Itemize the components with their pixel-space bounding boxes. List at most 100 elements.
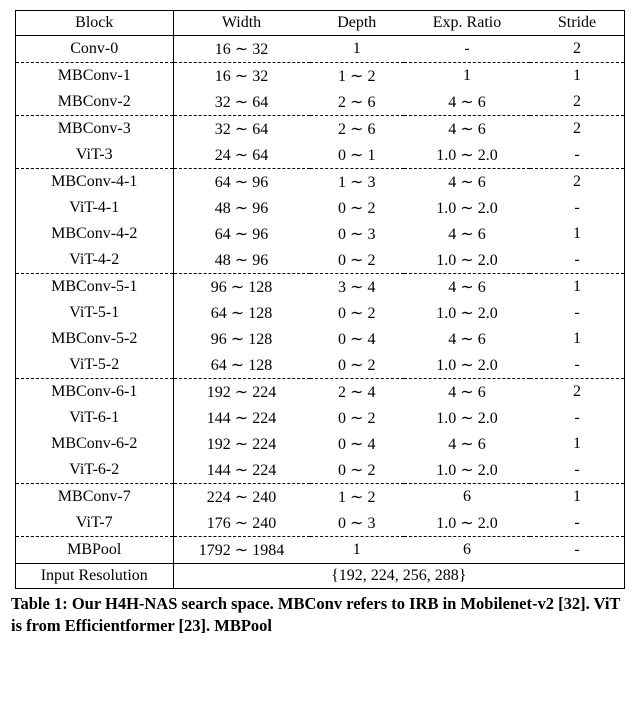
cell-exp: 4 ∼ 6 [404, 169, 530, 196]
cell-stride: 1 [530, 221, 625, 247]
cell-exp: - [404, 36, 530, 63]
cell-stride: 1 [530, 326, 625, 352]
col-header-width: Width [173, 11, 310, 36]
table-row: MBConv-7224 ∼ 2401 ∼ 261 [16, 484, 625, 511]
cell-block: ViT-6-2 [16, 457, 174, 484]
cell-block: ViT-6-1 [16, 405, 174, 431]
cell-exp: 4 ∼ 6 [404, 379, 530, 406]
col-header-block: Block [16, 11, 174, 36]
cell-depth: 0 ∼ 2 [310, 457, 405, 484]
table-row: MBConv-5-196 ∼ 1283 ∼ 44 ∼ 61 [16, 274, 625, 301]
cell-block: MBConv-7 [16, 484, 174, 511]
cell-depth: 0 ∼ 2 [310, 195, 405, 221]
cell-depth: 1 [310, 537, 405, 564]
cell-stride: - [530, 352, 625, 379]
table-row: ViT-324 ∼ 640 ∼ 11.0 ∼ 2.0- [16, 142, 625, 169]
cell-exp: 1.0 ∼ 2.0 [404, 247, 530, 274]
cell-exp: 4 ∼ 6 [404, 274, 530, 301]
cell-depth: 1 ∼ 2 [310, 484, 405, 511]
cell-depth: 0 ∼ 4 [310, 431, 405, 457]
cell-width: 144 ∼ 224 [173, 405, 310, 431]
cell-depth: 1 [310, 36, 405, 63]
col-header-depth: Depth [310, 11, 405, 36]
cell-depth: 1 ∼ 3 [310, 169, 405, 196]
cell-exp: 1.0 ∼ 2.0 [404, 352, 530, 379]
cell-exp: 1.0 ∼ 2.0 [404, 510, 530, 537]
cell-block: ViT-5-2 [16, 352, 174, 379]
cell-block: MBConv-6-1 [16, 379, 174, 406]
cell-depth: 1 ∼ 2 [310, 63, 405, 90]
cell-block: MBConv-4-2 [16, 221, 174, 247]
cell-block: MBConv-6-2 [16, 431, 174, 457]
table-row: MBConv-5-296 ∼ 1280 ∼ 44 ∼ 61 [16, 326, 625, 352]
table-row: MBConv-332 ∼ 642 ∼ 64 ∼ 62 [16, 116, 625, 143]
table-row: MBConv-6-2192 ∼ 2240 ∼ 44 ∼ 61 [16, 431, 625, 457]
table-row: MBConv-4-264 ∼ 960 ∼ 34 ∼ 61 [16, 221, 625, 247]
cell-block: ViT-4-2 [16, 247, 174, 274]
cell-depth: 0 ∼ 2 [310, 247, 405, 274]
cell-width: 48 ∼ 96 [173, 195, 310, 221]
cell-block: MBConv-5-2 [16, 326, 174, 352]
col-header-stride: Stride [530, 11, 625, 36]
cell-width: 96 ∼ 128 [173, 326, 310, 352]
cell-block: MBConv-5-1 [16, 274, 174, 301]
cell-stride: 2 [530, 116, 625, 143]
cell-stride: 2 [530, 36, 625, 63]
cell-width: 64 ∼ 128 [173, 352, 310, 379]
resolution-row: Input Resolution{192, 224, 256, 288} [16, 564, 625, 589]
cell-depth: 2 ∼ 6 [310, 116, 405, 143]
cell-block: MBConv-2 [16, 89, 174, 116]
cell-stride: - [530, 405, 625, 431]
cell-depth: 0 ∼ 4 [310, 326, 405, 352]
cell-stride: - [530, 247, 625, 274]
col-header-exp: Exp. Ratio [404, 11, 530, 36]
cell-width: 176 ∼ 240 [173, 510, 310, 537]
cell-depth: 0 ∼ 2 [310, 300, 405, 326]
cell-stride: - [530, 537, 625, 564]
cell-depth: 0 ∼ 1 [310, 142, 405, 169]
table-row: ViT-4-148 ∼ 960 ∼ 21.0 ∼ 2.0- [16, 195, 625, 221]
cell-width: 32 ∼ 64 [173, 116, 310, 143]
cell-stride: 1 [530, 484, 625, 511]
cell-stride: - [530, 457, 625, 484]
cell-block: MBPool [16, 537, 174, 564]
cell-exp: 4 ∼ 6 [404, 431, 530, 457]
cell-width: 192 ∼ 224 [173, 379, 310, 406]
table-row: ViT-6-1144 ∼ 2240 ∼ 21.0 ∼ 2.0- [16, 405, 625, 431]
table-row: ViT-7176 ∼ 2400 ∼ 31.0 ∼ 2.0- [16, 510, 625, 537]
cell-block: MBConv-3 [16, 116, 174, 143]
cell-width: 24 ∼ 64 [173, 142, 310, 169]
cell-depth: 2 ∼ 6 [310, 89, 405, 116]
cell-exp: 4 ∼ 6 [404, 221, 530, 247]
table-row: MBConv-4-164 ∼ 961 ∼ 34 ∼ 62 [16, 169, 625, 196]
table-row: MBPool1792 ∼ 198416- [16, 537, 625, 564]
table-row: MBConv-232 ∼ 642 ∼ 64 ∼ 62 [16, 89, 625, 116]
cell-block: MBConv-4-1 [16, 169, 174, 196]
cell-block: ViT-4-1 [16, 195, 174, 221]
search-space-table: Block Width Depth Exp. Ratio Stride Conv… [15, 10, 625, 589]
cell-width: 32 ∼ 64 [173, 89, 310, 116]
cell-stride: - [530, 510, 625, 537]
cell-stride: 1 [530, 274, 625, 301]
cell-width: 16 ∼ 32 [173, 63, 310, 90]
cell-width: 1792 ∼ 1984 [173, 537, 310, 564]
table-body: Conv-016 ∼ 321-2MBConv-116 ∼ 321 ∼ 211MB… [16, 36, 625, 589]
cell-stride: - [530, 300, 625, 326]
cell-width: 144 ∼ 224 [173, 457, 310, 484]
cell-block: Conv-0 [16, 36, 174, 63]
cell-stride: 2 [530, 89, 625, 116]
resolution-label: Input Resolution [16, 564, 174, 589]
table-row: ViT-5-264 ∼ 1280 ∼ 21.0 ∼ 2.0- [16, 352, 625, 379]
cell-block: MBConv-1 [16, 63, 174, 90]
cell-stride: 1 [530, 63, 625, 90]
table-row: ViT-4-248 ∼ 960 ∼ 21.0 ∼ 2.0- [16, 247, 625, 274]
cell-exp: 4 ∼ 6 [404, 326, 530, 352]
cell-depth: 0 ∼ 3 [310, 510, 405, 537]
cell-block: ViT-5-1 [16, 300, 174, 326]
cell-width: 224 ∼ 240 [173, 484, 310, 511]
cell-depth: 0 ∼ 3 [310, 221, 405, 247]
table-row: MBConv-6-1192 ∼ 2242 ∼ 44 ∼ 62 [16, 379, 625, 406]
cell-exp: 4 ∼ 6 [404, 116, 530, 143]
cell-depth: 2 ∼ 4 [310, 379, 405, 406]
cell-width: 16 ∼ 32 [173, 36, 310, 63]
